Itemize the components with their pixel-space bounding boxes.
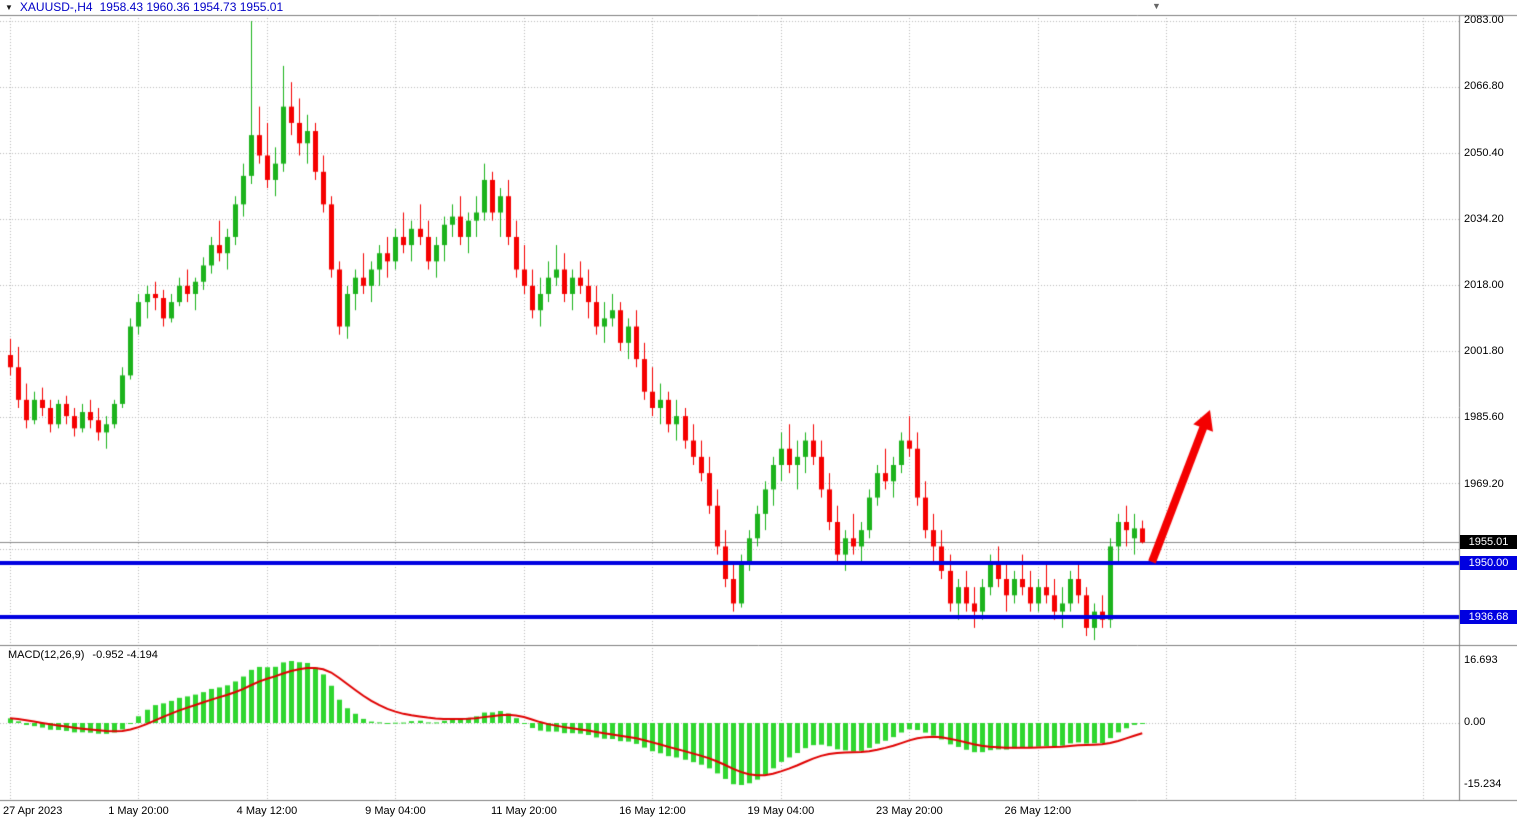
time-axis-label: 27 Apr 2023: [3, 805, 63, 817]
price-axis-label: 2066.80: [1464, 80, 1504, 93]
time-axis-label: 11 May 20:00: [490, 805, 557, 817]
macd-indicator-label: MACD(12,26,9) -0.952 -4.194: [8, 649, 158, 661]
macd-axis-label: 0.00: [1464, 716, 1486, 728]
price-axis-label: 2083.00: [1464, 14, 1504, 27]
macd-axis-label: -15.234: [1464, 778, 1502, 790]
price-axis-label: 1985.60: [1464, 410, 1504, 423]
time-axis-label: 26 May 12:00: [1004, 805, 1072, 817]
macd-axis-label: 16.693: [1464, 654, 1498, 666]
window-menu-icon[interactable]: ▼: [5, 3, 13, 12]
ohlc-readout: 1958.43 1960.36 1954.73 1955.01: [99, 0, 284, 14]
price-axis-label: 2001.80: [1464, 344, 1504, 357]
price-axis-label: 1969.20: [1464, 477, 1504, 490]
time-axis-label: 9 May 04:00: [365, 805, 426, 817]
current-price-tag: 1955.01: [1460, 535, 1517, 550]
chart-title-bar: ▼ XAUUSD-,H4 1958.43 1960.36 1954.73 195…: [5, 1, 283, 14]
symbol-timeframe-label: XAUUSD-,H4: [19, 0, 93, 14]
time-axis-label: 1 May 20:00: [108, 805, 169, 817]
price-axis-label: 2050.40: [1464, 146, 1504, 159]
time-axis-label: 16 May 12:00: [619, 805, 686, 817]
macd-title: MACD(12,26,9): [8, 649, 85, 661]
chart-shift-marker-icon[interactable]: ▼: [1152, 1, 1161, 11]
time-axis-label: 19 May 04:00: [747, 805, 815, 817]
macd-values: -0.952 -4.194: [92, 649, 158, 661]
time-axis[interactable]: 27 Apr 2023 1 May 20:00 4 May 12:00 9 May 0…: [0, 801, 1460, 825]
price-axis-label: 2034.20: [1464, 212, 1504, 225]
hline-price-tag: 1950.00: [1460, 555, 1517, 570]
time-axis-label: 23 May 20:00: [876, 805, 943, 817]
price-axis[interactable]: 2083.00 2066.80 2050.40 2034.20 2018.00 2001.…: [1460, 0, 1517, 825]
price-axis-label: 2018.00: [1464, 278, 1504, 291]
hline-price-tag: 1936.68: [1460, 609, 1517, 624]
time-axis-label: 4 May 12:00: [236, 805, 298, 817]
